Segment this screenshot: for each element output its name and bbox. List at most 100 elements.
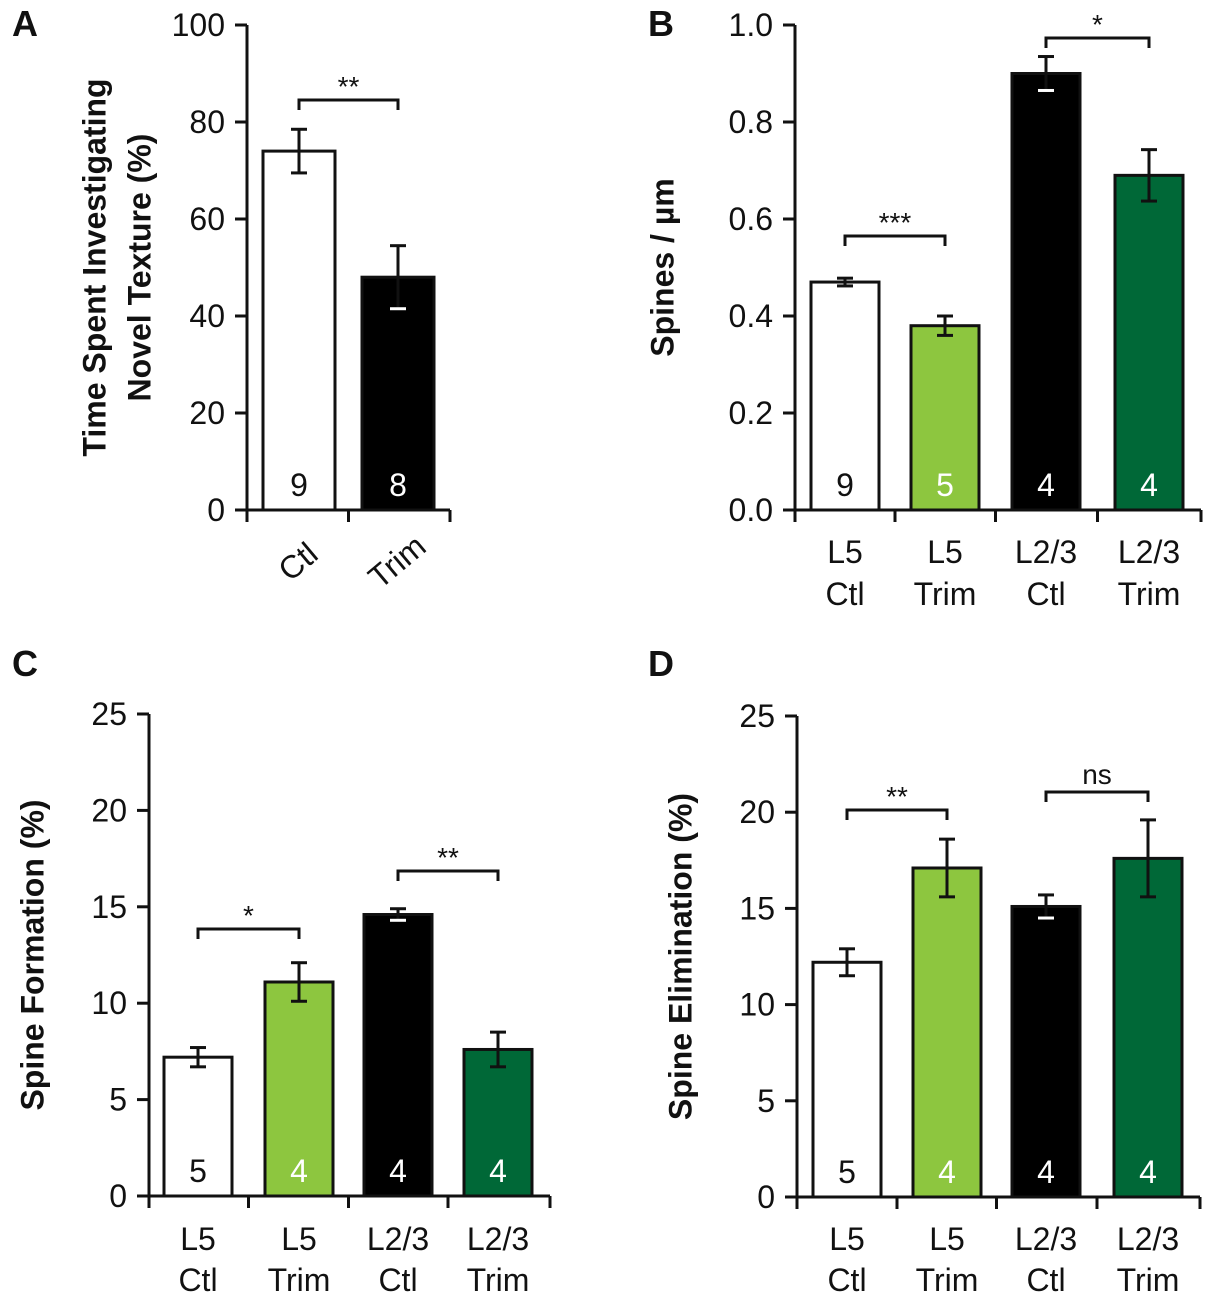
x-category-label: Trim (361, 528, 432, 596)
y-tick-label: 0.6 (729, 201, 773, 237)
n-label: 4 (938, 1154, 956, 1190)
x-category-label: L2/3 (1015, 534, 1077, 570)
x-category-label: Ctl (378, 1262, 417, 1298)
y-tick-label: 5 (757, 1083, 775, 1119)
x-category-label: L5 (827, 534, 863, 570)
y-tick-label: 20 (739, 794, 775, 830)
significance-bracket (845, 808, 949, 820)
y-tick-label: 0 (757, 1179, 775, 1215)
x-category-label: L5 (281, 1221, 317, 1257)
y-tick-label: 10 (739, 987, 775, 1023)
bar (162, 1055, 234, 1198)
y-axis-label: Spine Elimination (%) (662, 793, 698, 1120)
panel-letter: D (648, 643, 674, 684)
y-tick-label: 5 (109, 1082, 127, 1118)
y-tick-label: 0.8 (729, 104, 773, 140)
bar (809, 280, 881, 512)
y-tick-label: 15 (91, 889, 127, 925)
y-axis-label: Spines / µm (644, 178, 680, 356)
bar (1113, 173, 1185, 512)
significance-bracket (196, 927, 301, 939)
bar (261, 149, 337, 512)
y-axis-label: Spine Formation (%) (14, 799, 50, 1110)
panel-d: D 0 5 10 15 20 25 Spine Elimination (%) 5 4 4 4 L5 Ct… (648, 643, 1202, 1298)
n-label: 5 (936, 467, 954, 503)
x-category-label: Trim (467, 1262, 530, 1298)
y-tick-label: 0 (207, 492, 225, 528)
x-category-label: Trim (1117, 1262, 1180, 1298)
n-label: 4 (489, 1153, 507, 1189)
x-category-label: L2/3 (1117, 1221, 1179, 1257)
y-tick-label: 0.0 (729, 492, 773, 528)
n-label: 5 (189, 1153, 207, 1189)
x-category-label: L2/3 (367, 1221, 429, 1257)
significance-label: *** (879, 207, 912, 238)
x-category-label: Ctl (1026, 1262, 1065, 1298)
n-label: 4 (1037, 1154, 1055, 1190)
panel-c: C 0 5 10 15 20 25 Spine Formation (%) 5 4 4 4 L5 Ctl L… (12, 643, 552, 1298)
x-category-label: Ctl (827, 1262, 866, 1298)
y-tick-label: 40 (189, 298, 225, 334)
x-category-label: Ctl (178, 1262, 217, 1298)
significance-label: ns (1082, 759, 1112, 790)
n-label: 4 (1140, 467, 1158, 503)
y-tick-label: 60 (189, 201, 225, 237)
x-category-label: L5 (929, 1221, 965, 1257)
panel-b: B 0.0 0.2 0.4 0.6 0.8 1.0 Spines / µm 9 5 4 4 L5 Ctl L… (644, 3, 1203, 612)
x-category-label: L5 (927, 534, 963, 570)
significance-bracket (297, 98, 400, 110)
significance-label: * (243, 900, 254, 931)
significance-bracket (1044, 36, 1151, 48)
significance-label: ** (437, 842, 459, 873)
n-label: 4 (389, 1153, 407, 1189)
x-category-label: L2/3 (467, 1221, 529, 1257)
x-category-label: L5 (180, 1221, 216, 1257)
n-label: 8 (389, 467, 407, 503)
n-label: 9 (836, 467, 854, 503)
n-label: 9 (290, 467, 308, 503)
significance-bracket (843, 234, 947, 246)
x-category-label: Trim (1118, 576, 1181, 612)
significance-bracket (1044, 790, 1150, 802)
bar (911, 866, 983, 1199)
bar (909, 324, 981, 512)
y-axis-label: Time Spent Investigating (76, 78, 112, 456)
bar (360, 275, 436, 512)
y-tick-label: 10 (91, 985, 127, 1021)
panel-letter: C (12, 643, 38, 684)
x-category-label: Trim (268, 1262, 331, 1298)
x-category-label: L5 (829, 1221, 865, 1257)
y-tick-label: 25 (91, 696, 127, 732)
x-category-label: Ctl (1026, 576, 1065, 612)
bar (1010, 904, 1082, 1199)
n-label: 5 (838, 1154, 856, 1190)
y-tick-label: 25 (739, 698, 775, 734)
y-tick-label: 100 (172, 7, 225, 43)
n-label: 4 (1139, 1154, 1157, 1190)
bar (1010, 72, 1082, 512)
x-category-label: L2/3 (1118, 534, 1180, 570)
bar (1112, 856, 1184, 1199)
y-tick-label: 0 (109, 1178, 127, 1214)
x-category-label: L2/3 (1015, 1221, 1077, 1257)
y-tick-label: 0.4 (729, 298, 773, 334)
significance-label: ** (886, 781, 908, 812)
x-category-label: Trim (916, 1262, 979, 1298)
significance-label: * (1092, 9, 1103, 40)
y-tick-label: 20 (189, 395, 225, 431)
y-tick-label: 1.0 (729, 7, 773, 43)
panel-a: A 0 20 40 60 80 100 Time Spent Investigating Nov… (12, 3, 452, 596)
x-category-label: Trim (914, 576, 977, 612)
y-axis-label: Novel Texture (%) (121, 134, 157, 402)
bar (462, 1047, 534, 1198)
n-label: 4 (290, 1153, 308, 1189)
x-category-label: Ctl (271, 535, 324, 588)
significance-label: ** (338, 71, 360, 102)
y-tick-label: 20 (91, 792, 127, 828)
bar (263, 980, 335, 1198)
y-tick-label: 80 (189, 104, 225, 140)
x-category-label: Ctl (825, 576, 864, 612)
panel-letter: B (648, 3, 674, 44)
n-label: 4 (1037, 467, 1055, 503)
